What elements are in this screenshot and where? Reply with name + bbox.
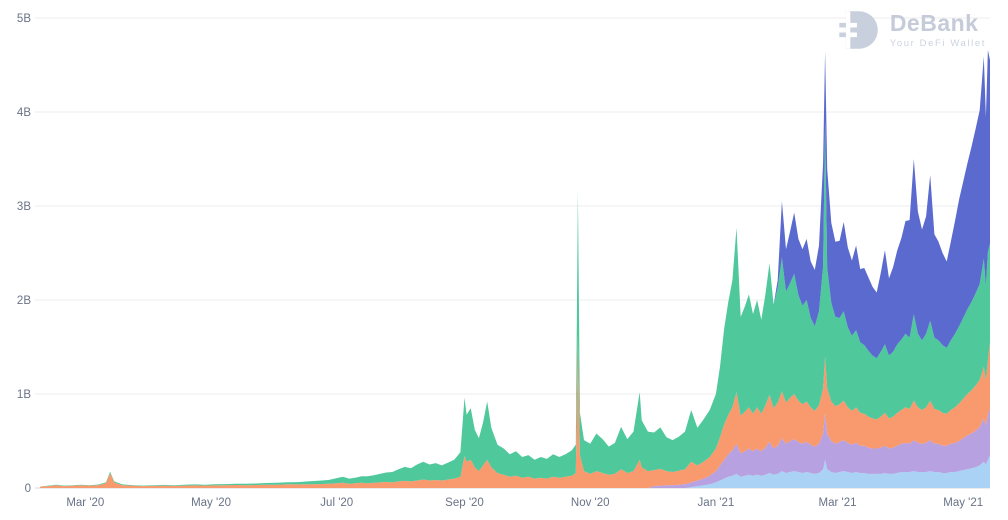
area-series-green[interactable] [40,121,990,487]
debank-logo: DeBank Your DeFi Wallet [836,8,986,52]
x-axis-label: Sep '20 [445,497,484,509]
brand-name: DeBank [889,9,979,36]
area-series-blue[interactable] [40,50,990,487]
x-axis-label: Mar '21 [819,497,857,509]
x-axis-label: Jul '20 [320,497,353,509]
y-axis-label: 5B [17,13,31,25]
x-axis-label: May '20 [191,497,231,509]
y-axis-label: 4B [17,107,31,119]
debank-logo-icon [839,11,878,49]
y-axis-label: 2B [17,295,31,307]
area-series-lightblue[interactable] [40,455,990,488]
y-axis-labels: 0 1B 2B 3B 4B 5B [17,13,31,495]
x-axis-label: Nov '20 [571,497,610,509]
x-axis-labels: Mar '20 May '20 Jul '20 Sep '20 Nov '20 Jan '… [66,497,983,509]
debank-logo-text: DeBank Your DeFi Wallet [890,11,986,49]
brand-tagline: Your DeFi Wallet [889,38,986,50]
area-series-orange[interactable] [40,335,990,488]
area-series-purple[interactable] [40,408,990,488]
x-axis-label: Mar '20 [66,497,104,509]
y-axis-label: 1B [17,389,31,401]
y-axis-label: 3B [17,201,31,213]
x-axis-label: Jan '21 [698,497,735,509]
stacked-areas [40,50,990,488]
x-axis-label: May '21 [943,497,983,509]
y-axis-label: 0 [25,483,31,495]
